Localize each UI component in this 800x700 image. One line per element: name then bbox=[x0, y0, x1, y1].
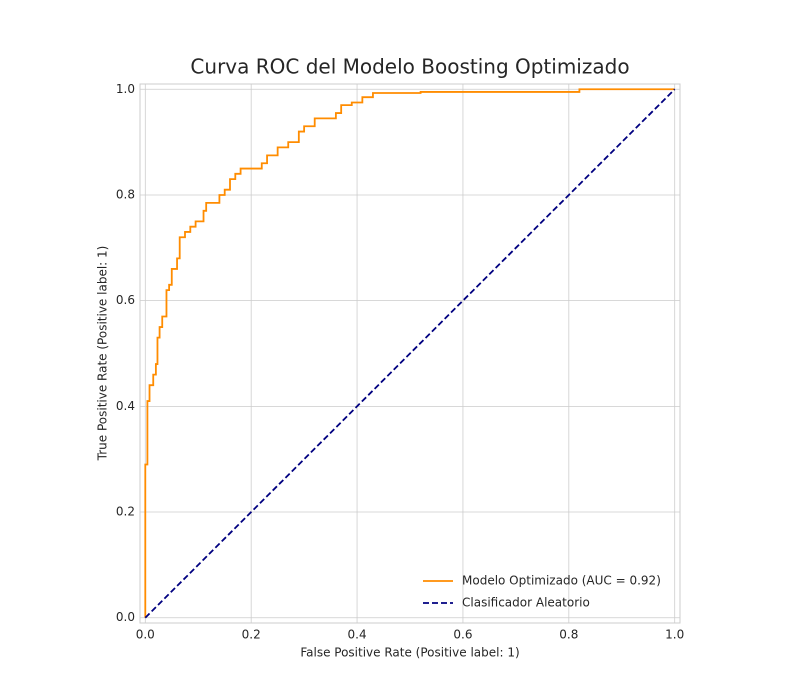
y-tick-label: 0.6 bbox=[116, 293, 135, 307]
x-tick-label: 1.0 bbox=[665, 628, 684, 642]
x-tick-label: 0.2 bbox=[242, 628, 261, 642]
y-tick-label: 0.0 bbox=[116, 610, 135, 624]
x-tick-label: 0.8 bbox=[559, 628, 578, 642]
y-tick-label: 0.8 bbox=[116, 187, 135, 201]
x-tick-label: 0.0 bbox=[136, 628, 155, 642]
y-tick-label: 0.2 bbox=[116, 505, 135, 519]
y-axis-label: True Positive Rate (Positive label: 1) bbox=[96, 246, 110, 462]
x-tick-label: 0.4 bbox=[348, 628, 367, 642]
series-line bbox=[144, 88, 675, 618]
x-tick-label: 0.6 bbox=[453, 628, 472, 642]
legend-label: Modelo Optimizado (AUC = 0.92) bbox=[462, 574, 661, 588]
chart-title: Curva ROC del Modelo Boosting Optimizado bbox=[190, 55, 629, 79]
plot-frame bbox=[139, 83, 681, 624]
y-tick-label: 1.0 bbox=[116, 82, 135, 96]
x-axis-label: False Positive Rate (Positive label: 1) bbox=[300, 646, 519, 660]
series-line bbox=[144, 88, 676, 619]
y-tick-label: 0.4 bbox=[116, 399, 135, 413]
legend-label: Clasificador Aleatorio bbox=[462, 596, 590, 610]
